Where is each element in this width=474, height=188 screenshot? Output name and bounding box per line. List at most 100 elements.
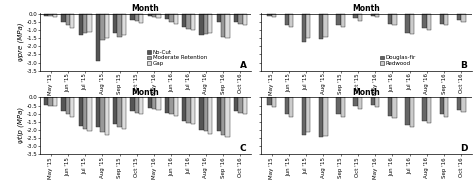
Bar xyxy=(156,14,161,18)
Bar xyxy=(83,97,87,129)
Bar xyxy=(96,14,100,61)
Bar xyxy=(405,97,410,125)
Bar xyxy=(336,14,340,24)
Bar xyxy=(371,97,375,105)
Bar xyxy=(306,97,310,132)
Bar xyxy=(139,97,143,114)
Bar xyxy=(186,97,191,123)
Bar xyxy=(340,97,345,117)
Bar xyxy=(358,97,362,109)
Bar xyxy=(100,97,105,132)
Bar xyxy=(461,97,465,112)
Bar xyxy=(191,97,195,124)
Bar xyxy=(105,97,109,135)
Bar xyxy=(410,14,414,34)
Bar xyxy=(62,97,66,111)
Bar xyxy=(208,97,212,134)
Bar xyxy=(323,97,328,136)
Title: Month: Month xyxy=(353,4,380,13)
Bar xyxy=(422,97,427,121)
Bar xyxy=(135,14,139,21)
Bar xyxy=(105,14,109,38)
Bar xyxy=(221,14,225,37)
Bar xyxy=(204,14,208,34)
Bar xyxy=(152,97,156,109)
Bar xyxy=(289,97,293,117)
Bar xyxy=(284,14,289,24)
Bar xyxy=(182,97,186,121)
Legend: Douglas-fir, Redwood: Douglas-fir, Redwood xyxy=(379,55,417,67)
Bar xyxy=(306,14,310,38)
Bar xyxy=(422,14,427,28)
Bar xyxy=(48,14,53,16)
Bar xyxy=(147,14,152,16)
Bar xyxy=(62,14,66,22)
Bar xyxy=(130,97,135,111)
Bar xyxy=(405,14,410,33)
Bar xyxy=(358,14,362,21)
Bar xyxy=(200,14,204,35)
Bar xyxy=(169,97,173,114)
Y-axis label: ψpre (MPa): ψpre (MPa) xyxy=(18,23,24,61)
Bar xyxy=(302,14,306,42)
Bar xyxy=(173,97,178,116)
Bar xyxy=(457,97,461,110)
Bar xyxy=(234,14,238,22)
Y-axis label: ψtlp (MPa): ψtlp (MPa) xyxy=(18,107,24,143)
Bar xyxy=(44,14,48,16)
Bar xyxy=(319,14,323,39)
Bar xyxy=(225,14,229,38)
Bar xyxy=(371,14,375,16)
Bar xyxy=(234,97,238,111)
Bar xyxy=(392,97,397,118)
Bar xyxy=(323,14,328,37)
Bar xyxy=(457,14,461,20)
Bar xyxy=(139,14,143,23)
Text: D: D xyxy=(460,144,467,153)
Bar xyxy=(267,97,272,105)
Bar xyxy=(200,97,204,130)
Bar xyxy=(319,97,323,137)
Bar xyxy=(388,97,392,116)
Bar xyxy=(118,97,122,127)
Bar xyxy=(147,97,152,108)
Bar xyxy=(152,14,156,17)
Bar xyxy=(427,97,431,123)
Bar xyxy=(87,14,91,32)
Bar xyxy=(70,97,74,117)
Bar xyxy=(48,97,53,105)
Bar xyxy=(113,14,118,33)
Bar xyxy=(100,14,105,40)
Bar xyxy=(204,97,208,131)
Bar xyxy=(272,14,276,17)
Bar xyxy=(392,14,397,25)
Bar xyxy=(461,14,465,22)
Bar xyxy=(70,14,74,28)
Bar xyxy=(135,97,139,113)
Bar xyxy=(388,14,392,24)
Text: B: B xyxy=(461,61,467,70)
Bar xyxy=(375,14,379,17)
Bar xyxy=(173,14,178,24)
Bar xyxy=(66,97,70,114)
Bar xyxy=(182,14,186,27)
Bar xyxy=(440,14,444,24)
Bar xyxy=(267,14,272,16)
Bar xyxy=(186,14,191,29)
Bar xyxy=(156,97,161,110)
Bar xyxy=(66,14,70,25)
Bar xyxy=(53,14,57,17)
Bar xyxy=(340,14,345,27)
Bar xyxy=(113,97,118,124)
Bar xyxy=(122,97,126,129)
Bar xyxy=(130,14,135,20)
Bar xyxy=(238,97,243,113)
Bar xyxy=(243,14,247,24)
Bar xyxy=(444,14,448,24)
Bar xyxy=(217,14,221,22)
Bar xyxy=(79,97,83,126)
Legend: No-Cut, Moderate Retention, Gap: No-Cut, Moderate Retention, Gap xyxy=(146,49,208,67)
Bar xyxy=(336,97,340,114)
Bar xyxy=(272,97,276,107)
Bar xyxy=(96,97,100,127)
